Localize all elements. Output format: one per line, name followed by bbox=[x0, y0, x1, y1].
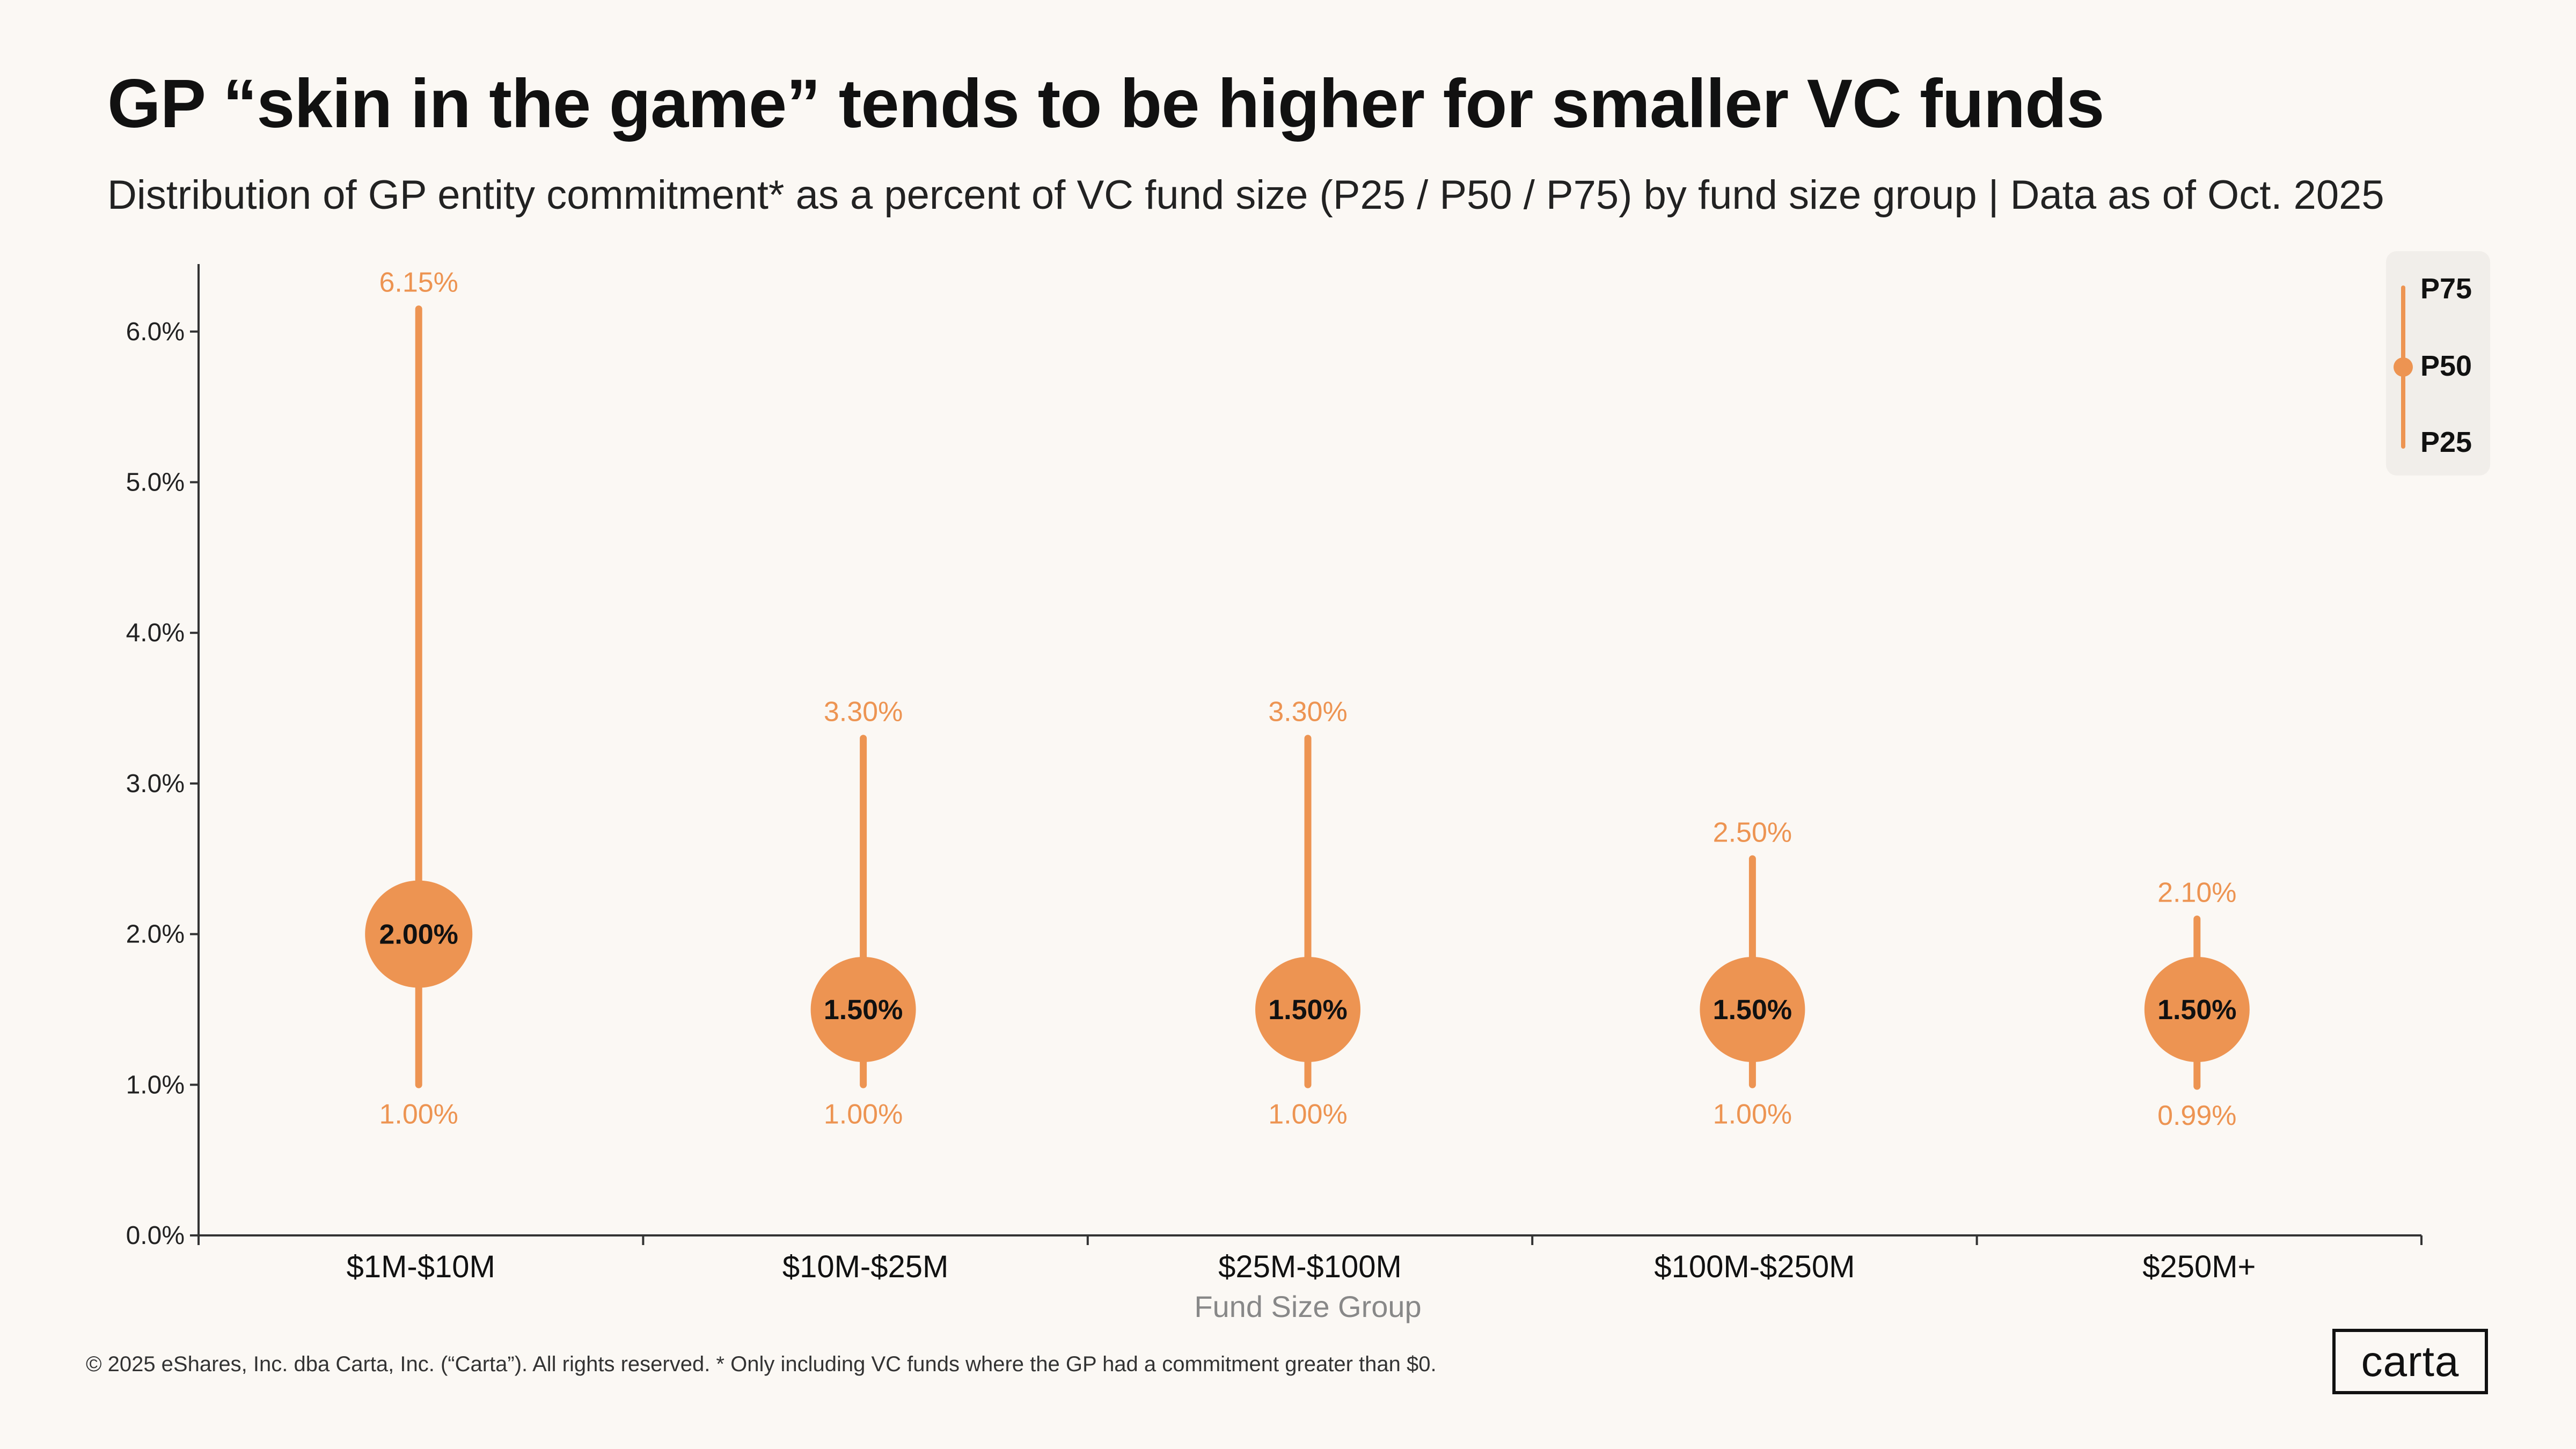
x-tick-label: $250M+ bbox=[2142, 1249, 2256, 1284]
p25-value-label: 1.00% bbox=[1713, 1099, 1792, 1130]
y-tick-label: 2.0% bbox=[126, 920, 185, 949]
median-dot bbox=[365, 880, 473, 988]
median-value-label: 1.50% bbox=[824, 994, 903, 1026]
p25-value-label: 1.00% bbox=[1268, 1099, 1347, 1130]
median-value-label: 1.50% bbox=[1268, 994, 1347, 1026]
y-tick-label: 4.0% bbox=[126, 619, 185, 647]
p25-value-label: 1.00% bbox=[824, 1099, 903, 1130]
p75-value-label: 2.10% bbox=[2157, 877, 2236, 909]
median-dot bbox=[810, 956, 916, 1062]
x-tick-label: $25M-$100M bbox=[1218, 1249, 1402, 1284]
x-tick-label: $10M-$25M bbox=[782, 1249, 948, 1284]
p75-value-label: 6.15% bbox=[379, 267, 458, 298]
x-tick-label: $1M-$10M bbox=[347, 1249, 495, 1284]
x-axis-title: Fund Size Group bbox=[1194, 1290, 1421, 1323]
median-value-label: 1.50% bbox=[1713, 994, 1792, 1026]
p75-value-label: 2.50% bbox=[1713, 817, 1792, 848]
legend-median-dot-icon bbox=[2394, 357, 2413, 377]
chart-title: GP “skin in the game” tends to be higher… bbox=[107, 65, 2104, 142]
x-tick-label: $100M-$250M bbox=[1654, 1249, 1855, 1284]
p75-value-label: 3.30% bbox=[824, 697, 903, 728]
footer-note: © 2025 eShares, Inc. dba Carta, Inc. (“C… bbox=[86, 1352, 1437, 1376]
p25-value-label: 1.00% bbox=[379, 1099, 458, 1130]
median-dot bbox=[1255, 956, 1360, 1062]
carta-logo: carta bbox=[2332, 1329, 2488, 1394]
median-value-label: 1.50% bbox=[2157, 994, 2236, 1026]
y-tick-label: 5.0% bbox=[126, 469, 185, 497]
chart-subtitle: Distribution of GP entity commitment* as… bbox=[107, 172, 2384, 218]
y-tick-label: 3.0% bbox=[126, 770, 185, 798]
legend: P75 P50 P25 bbox=[2386, 251, 2490, 475]
median-dot bbox=[2144, 956, 2250, 1062]
legend-item-p50: P50 bbox=[2420, 350, 2472, 382]
y-axis: 0.0% 1.0% 2.0% 3.0% 4.0% 5.0% 6.0% bbox=[126, 264, 200, 1250]
legend-item-p25: P25 bbox=[2420, 426, 2472, 458]
plot-area: 2.00% 6.15% 1.00% 1.50% 3.30% 1.00% 1.50% 3.30%… bbox=[365, 267, 2250, 1131]
median-value-label: 2.00% bbox=[379, 919, 458, 950]
y-tick-label: 1.0% bbox=[126, 1071, 185, 1099]
y-tick-label: 0.0% bbox=[126, 1221, 185, 1250]
logo-text: carta bbox=[2361, 1337, 2460, 1385]
p25-value-label: 0.99% bbox=[2157, 1100, 2236, 1131]
y-tick-label: 6.0% bbox=[126, 318, 185, 346]
x-axis: $1M-$10M $10M-$25M $25M-$100M $100M-$250M $2… bbox=[197, 1234, 2423, 1323]
p75-value-label: 3.30% bbox=[1268, 697, 1347, 728]
median-dot bbox=[1700, 956, 1805, 1062]
legend-background bbox=[2386, 251, 2490, 475]
legend-item-p75: P75 bbox=[2420, 273, 2472, 305]
